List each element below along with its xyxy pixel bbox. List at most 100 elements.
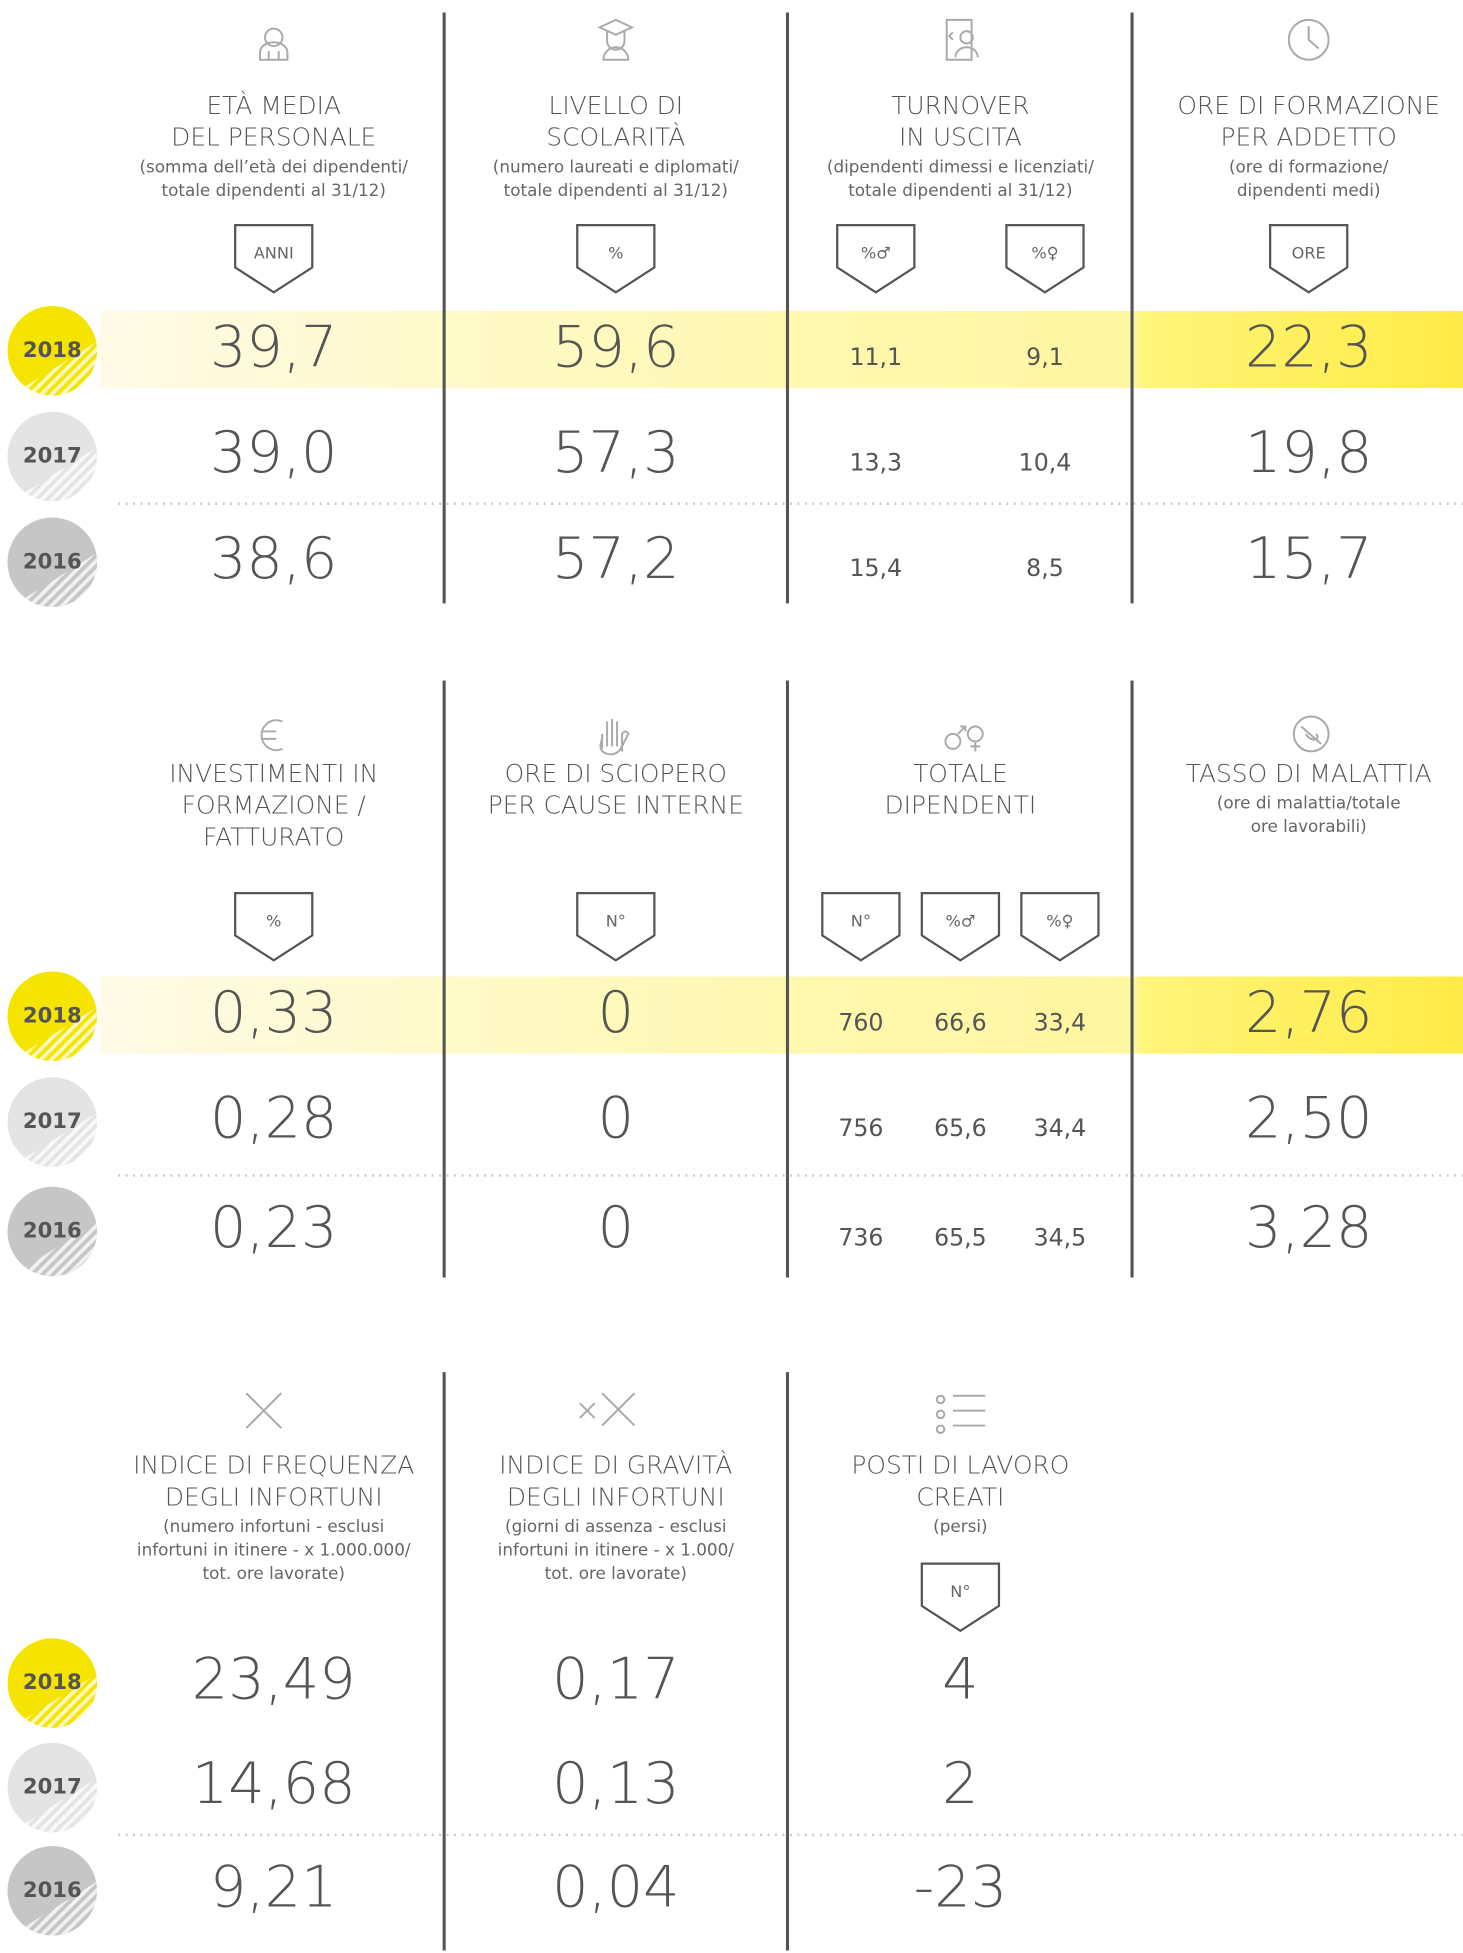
unit-label: %♀ — [1046, 911, 1073, 930]
value: 23,49 — [192, 1647, 356, 1713]
column-title: INDICE DI GRAVITÀ — [499, 1451, 732, 1480]
value: 34,4 — [1034, 1114, 1087, 1142]
value: 0,28 — [210, 1086, 337, 1152]
year-badge: 2016 — [7, 1186, 98, 1277]
value: 33,4 — [1034, 1008, 1087, 1036]
value: 0 — [598, 980, 634, 1046]
value: 38,6 — [210, 526, 337, 592]
value: 39,0 — [210, 420, 337, 486]
value: 0 — [598, 1086, 634, 1152]
unit-badge — [234, 224, 314, 294]
unit-badge — [234, 892, 314, 962]
column-icon — [944, 725, 984, 752]
column-note: infortuni in itinere - x 1.000/ — [498, 1540, 735, 1560]
column-title: ETÀ MEDIA — [206, 91, 341, 120]
column-icon — [579, 1392, 636, 1427]
column-title: DEGLI INFORTUNI — [507, 1482, 725, 1511]
column-note: (somma dell’età dei dipendenti/ — [140, 156, 409, 176]
unit-label: % — [266, 911, 281, 930]
column-title: CREATI — [916, 1482, 1004, 1511]
column-note: totale dipendenti al 31/12) — [162, 180, 386, 200]
value: 15,4 — [849, 554, 902, 582]
unit-label: N° — [950, 1582, 970, 1601]
value: 65,6 — [934, 1114, 987, 1142]
value: 39,7 — [210, 314, 337, 380]
column-note: totale dipendenti al 31/12) — [504, 180, 728, 200]
year-hatch — [7, 1003, 98, 1062]
value: 2,76 — [1245, 980, 1372, 1046]
column-note: (persi) — [933, 1516, 987, 1536]
year-hatch — [7, 1670, 98, 1728]
value: 2,50 — [1245, 1086, 1372, 1152]
column-icon — [1292, 715, 1330, 753]
value: 57,2 — [552, 526, 679, 592]
value: 0,23 — [210, 1195, 337, 1261]
value: 0,13 — [552, 1751, 679, 1817]
year-label: 2017 — [23, 1108, 82, 1133]
value: 736 — [838, 1223, 883, 1251]
column-title: SCOLARITÀ — [546, 123, 685, 152]
column-icon — [1287, 18, 1330, 61]
column-title: POSTI DI LAVORO — [851, 1451, 1069, 1480]
year-badge: 2016 — [7, 1846, 98, 1936]
column-title: PER CAUSE INTERNE — [488, 791, 744, 820]
value: 15,7 — [1245, 526, 1372, 592]
column-icon — [245, 1392, 282, 1429]
year-label: 2016 — [23, 1218, 82, 1243]
column-icon — [935, 1394, 986, 1434]
year-badge: 2018 — [7, 306, 98, 396]
value: 0,17 — [552, 1647, 679, 1713]
unit-badge — [821, 892, 901, 962]
year-badge: 2016 — [7, 517, 98, 608]
column-note: ore lavorabili) — [1251, 816, 1367, 836]
year-hatch — [7, 1775, 98, 1833]
column-title: LIVELLO DI — [548, 91, 683, 120]
column-title: TOTALE — [913, 759, 1008, 788]
column-title: INVESTIMENTI IN — [169, 759, 378, 788]
value: 9,1 — [1026, 343, 1064, 371]
highlight-band — [99, 976, 1463, 1054]
year-badge: 2018 — [7, 1638, 98, 1728]
column-title: TURNOVER — [891, 91, 1029, 120]
year-label: 2016 — [23, 1877, 82, 1902]
value: 0,04 — [552, 1854, 679, 1920]
column-title: FATTURATO — [203, 822, 344, 851]
value: 10,4 — [1019, 448, 1072, 476]
unit-label: % — [608, 243, 623, 262]
unit-label: %♂ — [945, 911, 975, 930]
unit-badge — [1005, 224, 1085, 294]
year-badge: 2018 — [7, 971, 98, 1062]
unit-label: %♂ — [861, 243, 891, 262]
value: 0,33 — [210, 980, 337, 1046]
column-icon — [599, 719, 630, 756]
year-badge: 2017 — [7, 411, 98, 502]
value: 756 — [838, 1114, 883, 1142]
column-note: (numero infortuni - esclusi — [163, 1516, 384, 1536]
column-title: ORE DI FORMAZIONE — [1177, 91, 1440, 120]
column-title: IN USCITA — [899, 123, 1022, 152]
value: 8,5 — [1026, 554, 1064, 582]
unit-label: ANNI — [254, 243, 294, 262]
column-title: PER ADDETTO — [1221, 123, 1397, 152]
column-note: totale dipendenti al 31/12) — [848, 180, 1072, 200]
column-note: tot. ore lavorate) — [545, 1563, 687, 1583]
year-label: 2018 — [23, 337, 82, 362]
year-hatch — [7, 444, 98, 502]
value: 59,6 — [552, 314, 679, 380]
unit-label: ORE — [1292, 243, 1326, 262]
unit-badge — [920, 1562, 1001, 1633]
value: 13,3 — [849, 448, 902, 476]
value: 34,5 — [1034, 1223, 1087, 1251]
year-hatch — [7, 1878, 98, 1936]
column-note: dipendenti medi) — [1237, 180, 1381, 200]
column-title: ORE DI SCIOPERO — [505, 759, 727, 788]
year-hatch — [7, 338, 98, 396]
value: 4 — [942, 1647, 978, 1713]
unit-label: N° — [851, 911, 871, 930]
year-badge: 2017 — [7, 1742, 98, 1833]
value: 65,5 — [934, 1223, 987, 1251]
unit-badge — [836, 224, 916, 294]
value: 760 — [838, 1008, 883, 1036]
column-note: tot. ore lavorate) — [203, 1563, 345, 1583]
